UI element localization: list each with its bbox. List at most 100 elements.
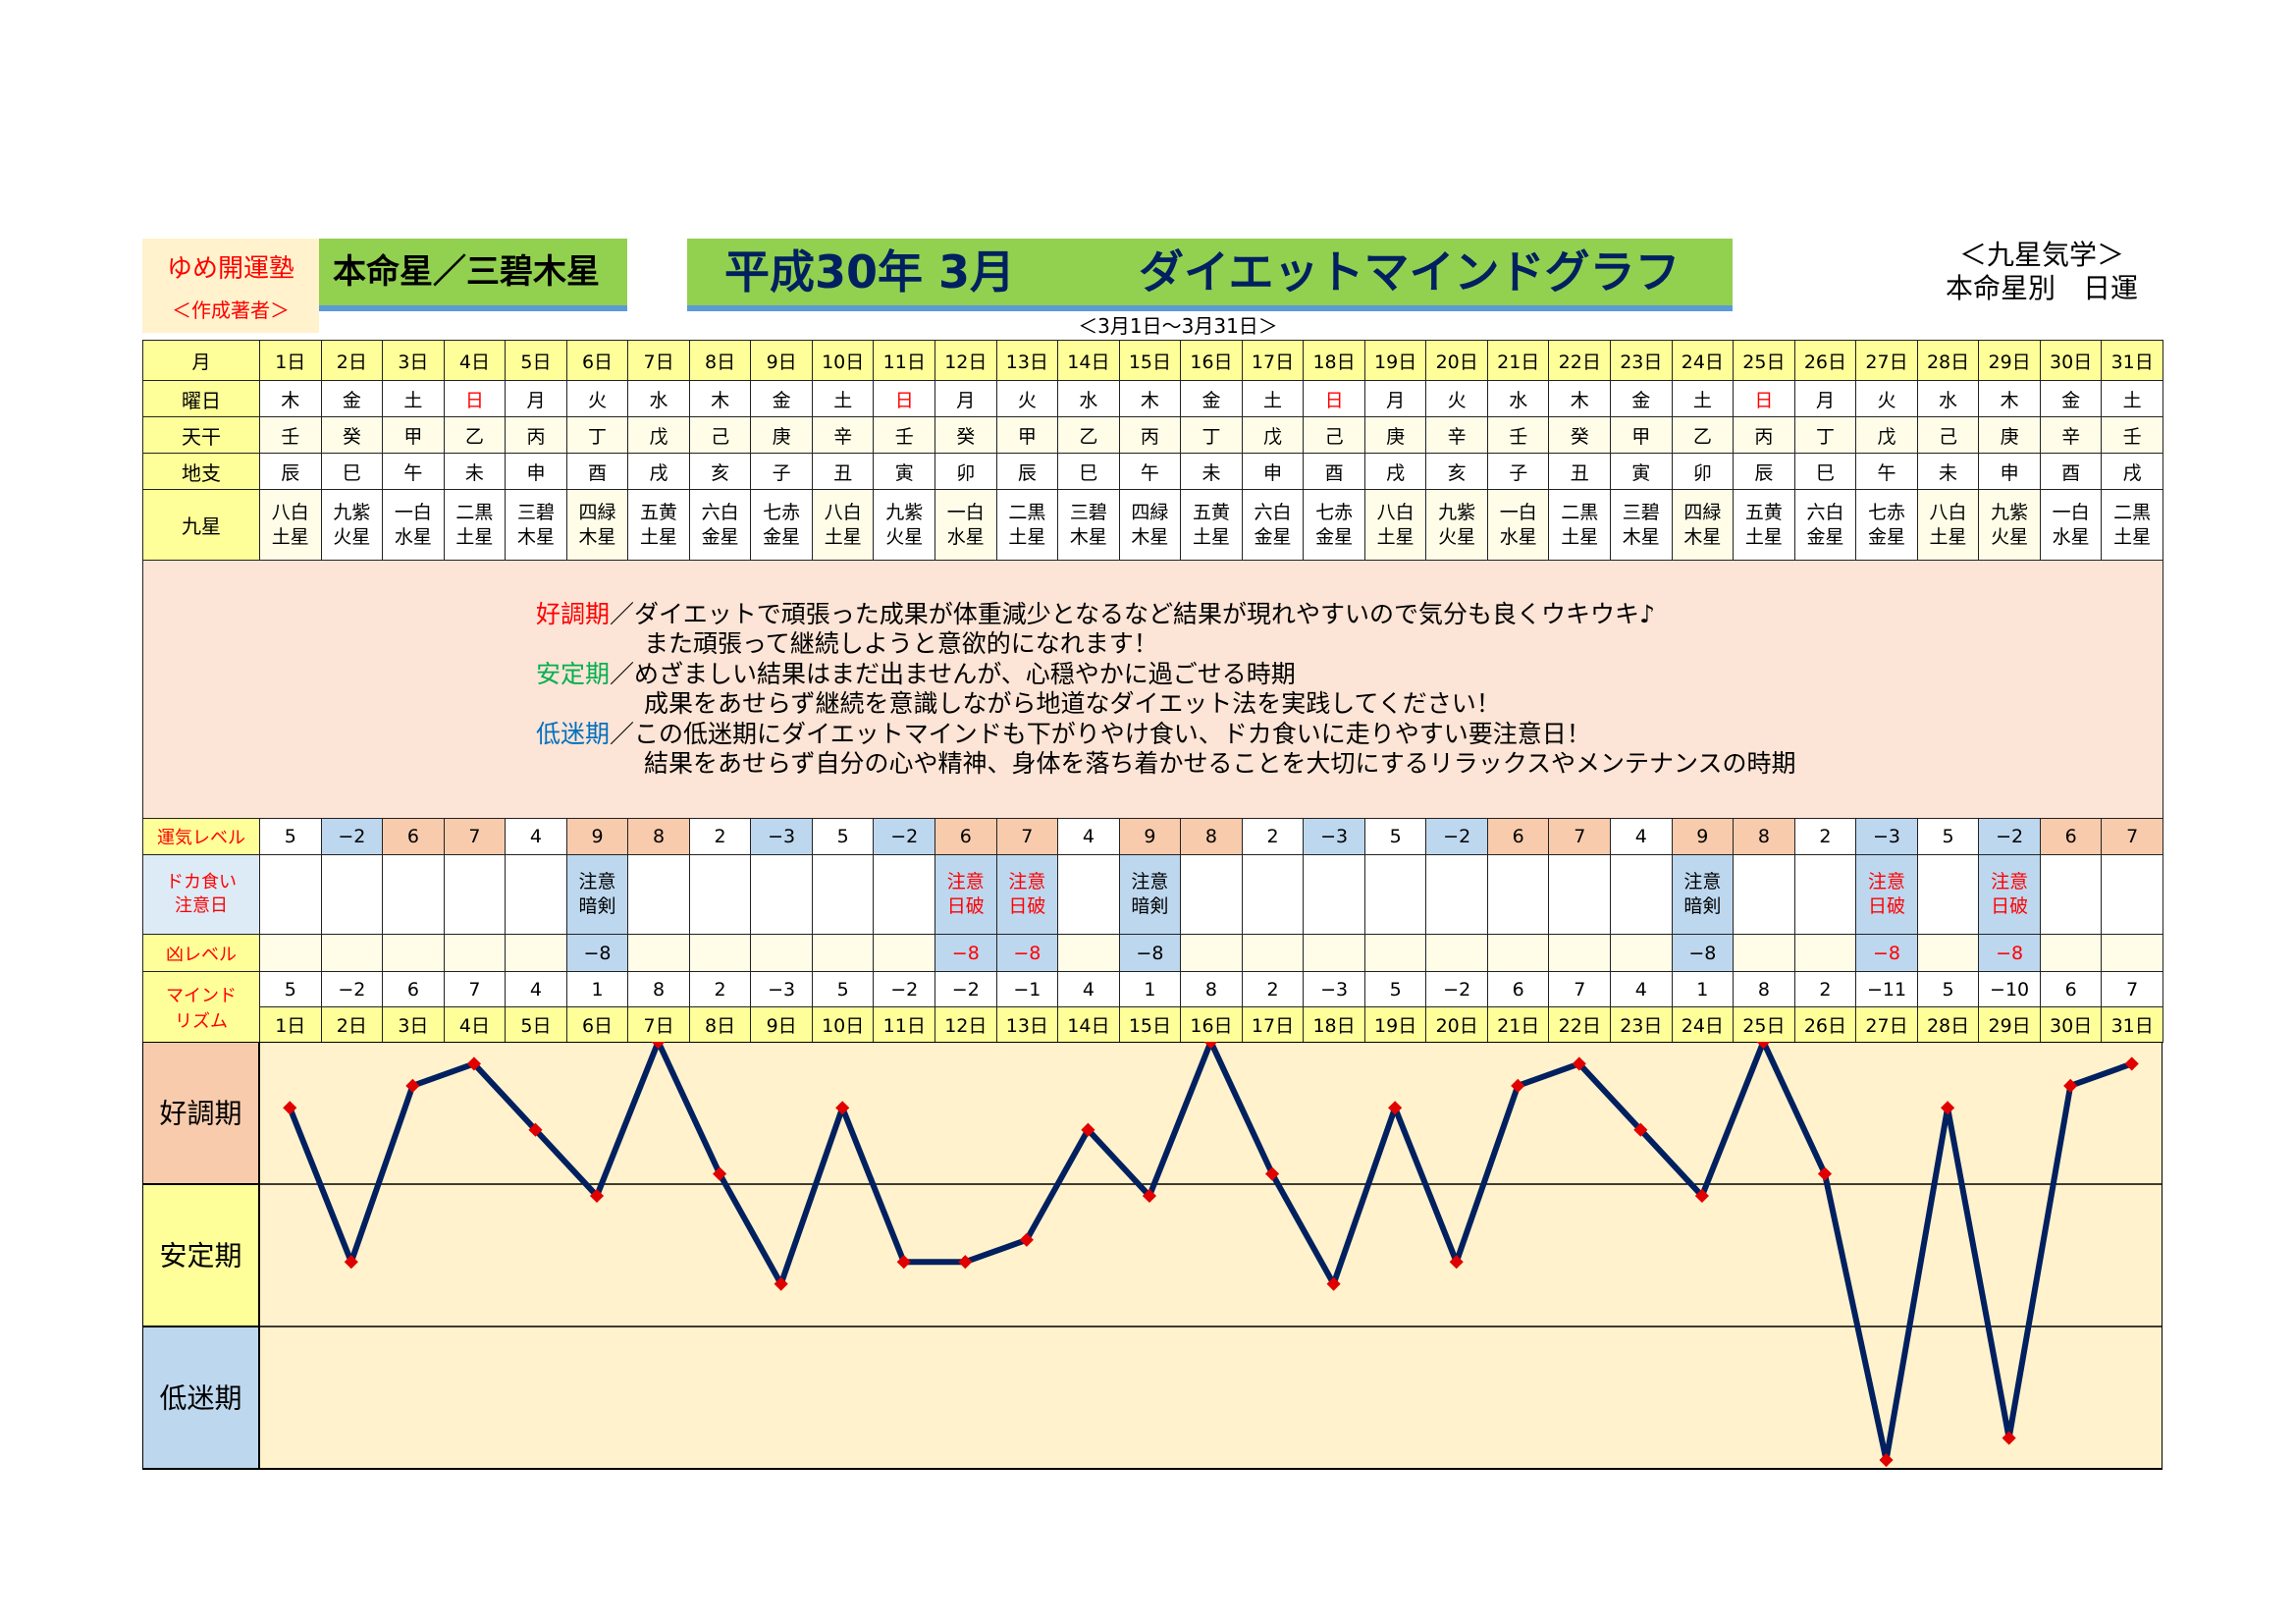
band-label-stable: 安定期 [159,1240,241,1272]
kyusei-cell: 八白 土星 [1363,489,1427,561]
mind-cell: 8 [1733,971,1795,1007]
tenkan-cell: 丙 [1733,416,1795,454]
weekday-cell: 木 [1548,380,1612,417]
doka-warning-cell: 注意 暗剣 [1118,854,1182,935]
kyusei-cell: 七赤 金星 [750,489,813,561]
kyusei-star: 九紫 [1991,501,2029,523]
weekday-cell: 月 [505,380,567,417]
doka-cell [873,854,936,935]
kyusei-element: 土星 [1008,525,1046,548]
kyusei-star: 九紫 [333,501,371,523]
chishi-cell: 戌 [2101,453,2163,490]
fortune-table: 月 1日 2日 3日 4日 5日 6日 7日 8日 9日 10日 11日 12日 13日 14日 15日 16日… [142,340,2163,1043]
kyo-cell [1793,934,1857,972]
doka-type: 暗剣 [1131,895,1169,917]
unki-cell: 9 [1118,818,1182,855]
mind-cell: 7 [1548,971,1612,1007]
kyusei-element: 金星 [1254,525,1292,548]
kyusei-star: 九紫 [1438,501,1476,523]
kyusei-element: 火星 [333,525,371,548]
unki-cell: −3 [1855,818,1918,855]
mind-cell: −2 [1425,971,1488,1007]
honmei-star-banner: 本命星／三碧木星 [319,239,627,311]
chishi-cell: 辰 [995,453,1059,490]
unki-cell: −2 [1978,818,2041,855]
kyo-cell [1425,934,1488,972]
kyusei-element: 金星 [763,525,801,548]
doka-warning-cell: 注意 暗剣 [1671,854,1735,935]
day-header: 27日 [1855,340,1918,381]
doka-cell [1733,854,1795,935]
mind-day-header: 14日 [1057,1006,1120,1043]
day-header: 6日 [565,340,629,381]
unki-cell: −2 [320,818,384,855]
doka-cell [1548,854,1612,935]
doka-warning: 注意 [946,871,985,893]
mind-label-2: リズム [175,1010,228,1032]
kyusei-star: 九紫 [885,501,924,523]
data-point-day-30 [2063,1078,2078,1093]
kyusei-line1: ＜九星気学＞ [1958,239,2124,271]
kyo-cell: −8 [1671,934,1735,972]
kyusei-element: 土星 [640,525,678,548]
data-point-day-16 [1203,1042,1218,1050]
title-main: ダイエットマインドグラフ [1139,245,1681,298]
doka-cell [2039,854,2103,935]
mind-cell: 6 [2039,971,2103,1007]
day-header: 14日 [1057,340,1120,381]
tenkan-cell: 己 [1303,416,1365,454]
data-point-day-3 [405,1078,420,1093]
mind-day-header: 26日 [1793,1006,1857,1043]
weekday-cell: 日 [1733,380,1795,417]
unki-cell: 6 [934,818,997,855]
kyusei-element: 水星 [2052,525,2090,548]
mind-day-header: 2日 [320,1006,384,1043]
kyusei-element: 土星 [1929,525,1967,548]
weekday-cell: 土 [2101,380,2163,417]
doka-cell [1057,854,1120,935]
weekday-cell: 火 [1425,380,1488,417]
mind-cell: 7 [2101,971,2163,1007]
unki-cell: 2 [688,818,752,855]
day-header: 17日 [1241,340,1305,381]
unki-cell: 2 [1793,818,1857,855]
kyo-cell: −8 [995,934,1059,972]
kyusei-star: 七赤 [763,501,801,523]
kyusei-cell: 五黄 土星 [1180,489,1243,561]
kyo-cell [1180,934,1243,972]
kyusei-cell: 二黒 土星 [995,489,1059,561]
mind-cell: −1 [995,971,1059,1007]
kyusei-cell: 九紫 火星 [1425,489,1488,561]
weekday-cell: 金 [750,380,813,417]
kyusei-star: 一白 [394,501,432,523]
tenkan-cell: 乙 [1057,416,1120,454]
day-header: 10日 [811,340,875,381]
doka-warning: 注意 [578,871,616,893]
brand-name: ゆめ開運塾 [166,254,294,284]
mind-cell: 5 [811,971,875,1007]
kyusei-element: 金星 [1806,525,1844,548]
doka-cell [1425,854,1488,935]
kyusei-star: 二黒 [455,501,494,523]
weekday-cell: 木 [1118,380,1182,417]
mind-cell: 4 [1057,971,1120,1007]
doka-warning-cell: 注意 日破 [1978,854,2041,935]
weekday-cell: 水 [1057,380,1120,417]
doka-cell [1303,854,1365,935]
chishi-cell: 戌 [1363,453,1427,490]
mind-cell: 1 [1671,971,1735,1007]
tenkan-cell: 壬 [1486,416,1550,454]
tenkan-cell: 丙 [505,416,567,454]
kyusei-star: 六白 [1806,501,1844,523]
band-label-bg-good [142,1042,260,1185]
mind-day-header: 10日 [811,1006,875,1043]
chishi-cell: 未 [1180,453,1243,490]
kyusei-cell: 一白 水星 [1486,489,1550,561]
mind-cell: −3 [1303,971,1365,1007]
kyo-cell [382,934,445,972]
unki-row: 運気レベル 5 −2 6 7 4 9 8 2 −3 5 −2 6 7 4 9 8 2 −3 5 −2 6 7 4 9 8 2 −3 5−… [142,818,2163,855]
chishi-cell: 卯 [1671,453,1735,490]
kyusei-star: 四緑 [578,501,616,523]
tenkan-cell: 甲 [1610,416,1673,454]
kyusei-cell: 三碧 木星 [1057,489,1120,561]
